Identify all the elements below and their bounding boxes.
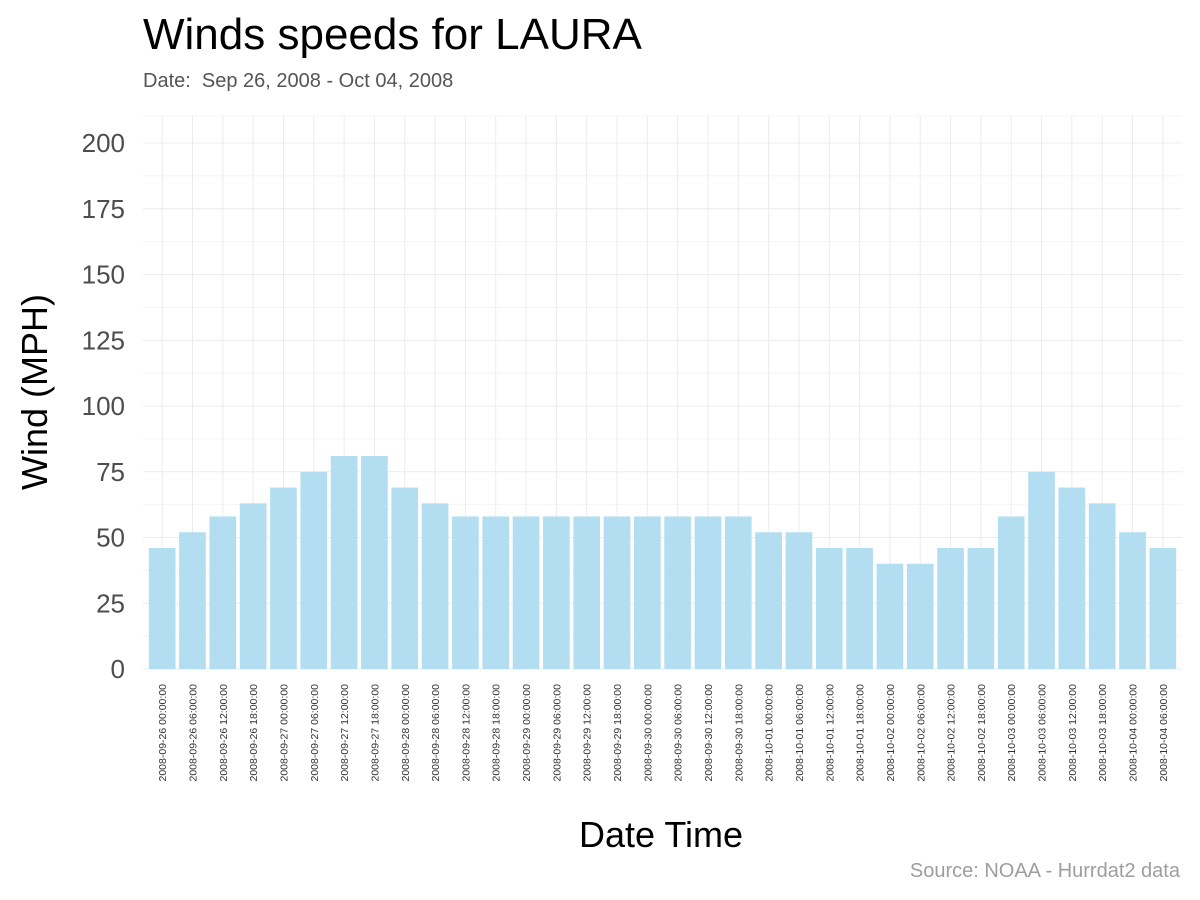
x-tick-label: 2008-10-02 12:00:00 (946, 684, 958, 782)
bar (937, 548, 964, 669)
y-tick-label: 25 (96, 588, 125, 618)
x-tick-label: 2008-09-29 12:00:00 (582, 684, 594, 782)
x-tick-label: 2008-10-01 12:00:00 (824, 684, 836, 782)
x-tick-label: 2008-09-27 12:00:00 (339, 684, 351, 782)
bar (179, 532, 206, 669)
x-tick-label: 2008-09-27 00:00:00 (278, 684, 290, 782)
bar (482, 516, 510, 669)
bar (755, 532, 782, 669)
bar (209, 516, 237, 669)
y-tick-label: 75 (96, 457, 125, 487)
x-tick-label: 2008-09-29 18:00:00 (612, 684, 624, 782)
bar (694, 516, 722, 669)
x-tick-label: 2008-10-02 00:00:00 (885, 684, 897, 782)
y-tick-label: 150 (82, 260, 125, 290)
x-tick-label: 2008-10-02 06:00:00 (915, 684, 927, 782)
chart-title: Winds speeds for LAURA (143, 10, 642, 59)
bar (239, 503, 267, 669)
source-caption: Source: NOAA - Hurrdat2 data (909, 860, 1180, 882)
x-tick-label: 2008-09-27 06:00:00 (309, 684, 321, 782)
bar (997, 516, 1025, 669)
bar (815, 548, 843, 669)
x-tick-label: 2008-09-30 06:00:00 (673, 684, 685, 782)
x-tick-label: 2008-09-26 06:00:00 (187, 684, 199, 782)
x-tick-label: 2008-10-02 18:00:00 (976, 684, 988, 782)
chart-subtitle: Date: Sep 26, 2008 - Oct 04, 2008 (143, 70, 454, 92)
x-axis-title: Date Time (579, 814, 743, 855)
x-tick-label: 2008-09-29 06:00:00 (551, 684, 563, 782)
bar (573, 516, 601, 669)
bar (846, 548, 873, 669)
bar (1088, 503, 1116, 669)
x-tick-label: 2008-09-29 00:00:00 (521, 684, 533, 782)
x-tick-label: 2008-09-28 06:00:00 (430, 684, 442, 782)
bar (785, 532, 813, 669)
bar (543, 516, 570, 669)
bar (633, 516, 661, 669)
x-tick-label: 2008-10-03 00:00:00 (1006, 684, 1018, 782)
y-tick-label: 50 (96, 523, 125, 553)
x-tick-label: 2008-10-04 06:00:00 (1158, 684, 1170, 782)
x-tick-label: 2008-10-01 00:00:00 (764, 684, 776, 782)
bar (512, 516, 540, 669)
bar (724, 516, 752, 669)
bar (1058, 487, 1086, 669)
x-tick-label: 2008-09-30 12:00:00 (703, 684, 715, 782)
y-axis-title: Wind (MPH) (14, 294, 55, 490)
bar (270, 487, 297, 669)
bar (361, 455, 388, 669)
grid-lines (143, 115, 1182, 670)
x-tick-label: 2008-10-03 18:00:00 (1097, 684, 1109, 782)
bar (906, 563, 934, 669)
bar (876, 563, 904, 669)
x-tick-label: 2008-09-28 18:00:00 (491, 684, 503, 782)
x-tick-label: 2008-09-26 18:00:00 (248, 684, 260, 782)
y-tick-label: 175 (82, 194, 125, 224)
x-tick-label: 2008-09-30 00:00:00 (642, 684, 654, 782)
x-tick-label: 2008-09-27 18:00:00 (369, 684, 381, 782)
bar (452, 516, 479, 669)
bar (1119, 532, 1146, 669)
y-tick-label: 0 (111, 654, 125, 684)
bar (330, 455, 358, 669)
bar (421, 503, 449, 669)
x-tick-label: 2008-09-28 00:00:00 (400, 684, 412, 782)
bar (1028, 471, 1055, 669)
x-tick-label: 2008-09-28 12:00:00 (460, 684, 472, 782)
y-tick-label: 200 (82, 128, 125, 158)
bar (603, 516, 631, 669)
y-tick-label: 125 (82, 325, 125, 355)
x-tick-label: 2008-10-03 06:00:00 (1037, 684, 1049, 782)
bar (300, 471, 328, 669)
y-axis-ticks: 0 25 50 75 100 125 150 175 200 (82, 128, 125, 684)
x-tick-label: 2008-09-30 18:00:00 (733, 684, 745, 782)
x-tick-label: 2008-10-04 00:00:00 (1128, 684, 1140, 782)
x-tick-label: 2008-09-26 00:00:00 (157, 684, 169, 782)
x-tick-label: 2008-10-01 18:00:00 (855, 684, 867, 782)
x-tick-label: 2008-10-03 12:00:00 (1067, 684, 1079, 782)
bar (967, 548, 995, 669)
x-tick-label: 2008-10-01 06:00:00 (794, 684, 806, 782)
bar (1149, 548, 1177, 669)
y-tick-label: 100 (82, 391, 125, 421)
bar (391, 487, 419, 669)
x-tick-label: 2008-09-26 12:00:00 (218, 684, 230, 782)
bars (148, 455, 1177, 669)
bar (664, 516, 692, 669)
bar (148, 548, 176, 669)
x-axis-ticks: 2008-09-26 00:00:00 2008-09-26 06:00:00 20… (157, 684, 1170, 782)
